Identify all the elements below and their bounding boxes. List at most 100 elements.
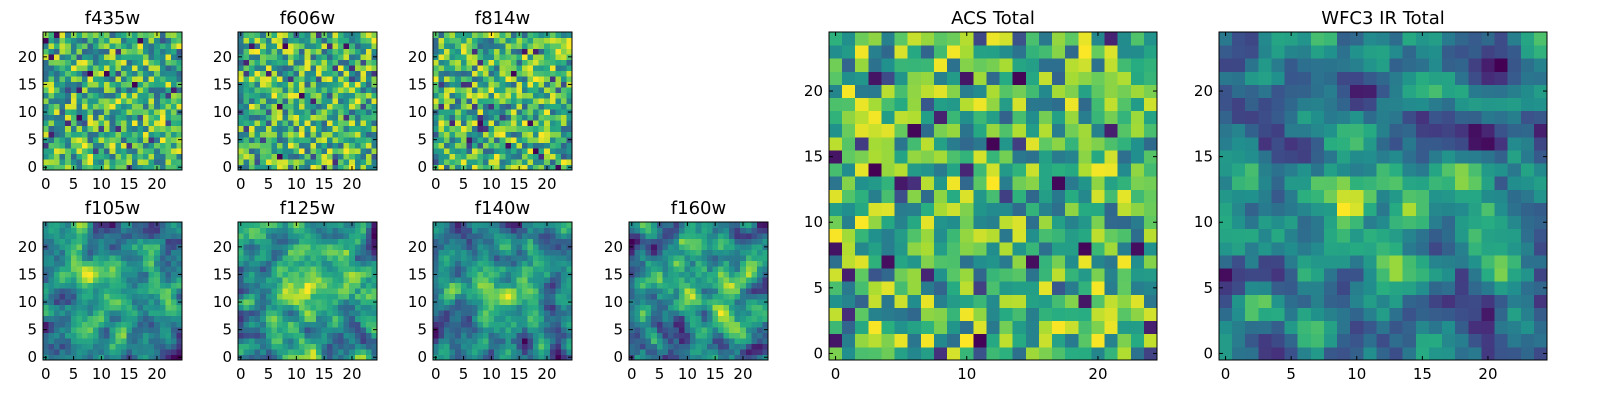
heatmap-cell — [349, 244, 356, 250]
heatmap-cell — [466, 120, 473, 127]
heatmap-cell — [315, 288, 322, 295]
heatmap-cell — [299, 120, 306, 127]
heatmap-cell — [745, 255, 752, 262]
heatmap-cell — [477, 288, 484, 295]
heatmap-cell — [488, 227, 495, 234]
heatmap-cell — [533, 249, 540, 256]
heatmap-cell — [176, 227, 183, 234]
heatmap-cell — [679, 233, 685, 239]
heatmap-cell — [444, 43, 451, 49]
heatmap-cell — [48, 233, 55, 239]
y-tick-label: 20 — [408, 48, 427, 66]
heatmap-cell — [365, 255, 372, 262]
heatmap-cell — [566, 249, 573, 256]
heatmap-cell — [109, 266, 116, 273]
heatmap-cell — [260, 293, 267, 300]
heatmap-cell — [120, 233, 127, 239]
heatmap-cell — [1052, 333, 1066, 348]
heatmap-cell — [549, 238, 556, 245]
heatmap-cell — [1130, 307, 1145, 322]
heatmap-cell — [762, 293, 769, 300]
heatmap-cell — [483, 65, 489, 72]
heatmap-cell — [299, 103, 306, 110]
heatmap-cell — [81, 288, 88, 295]
heatmap-cell — [326, 59, 333, 66]
heatmap-cell — [662, 310, 669, 317]
heatmap-cell — [120, 222, 127, 228]
heatmap-cell — [120, 326, 127, 333]
heatmap-cell — [126, 136, 133, 143]
heatmap-cell — [282, 310, 289, 317]
heatmap-cell — [521, 70, 528, 77]
heatmap-cell — [282, 131, 289, 138]
heatmap-cell — [282, 266, 289, 273]
heatmap-cell — [299, 59, 306, 66]
heatmap-cell — [868, 333, 882, 348]
heatmap-cell — [131, 310, 138, 317]
x-tick-label: 10 — [678, 365, 697, 383]
heatmap-cell — [907, 268, 922, 282]
heatmap-cell — [499, 238, 506, 245]
heatmap-cell — [920, 202, 935, 217]
heatmap-cell — [706, 293, 713, 300]
heatmap-cell — [455, 153, 462, 160]
heatmap-cell — [651, 304, 658, 311]
heatmap-cell — [254, 43, 261, 49]
heatmap-cell — [449, 326, 456, 333]
heatmap-cell — [745, 277, 752, 284]
heatmap-cell — [560, 293, 567, 300]
heatmap-cell — [120, 131, 127, 138]
heatmap-cell — [120, 114, 127, 121]
heatmap-cell — [93, 255, 99, 262]
heatmap-cell — [516, 43, 523, 49]
heatmap-cell — [165, 153, 172, 160]
heatmap-cell — [54, 266, 61, 273]
heatmap-cell — [690, 266, 697, 273]
heatmap-cell — [488, 158, 495, 165]
heatmap-cell — [855, 215, 869, 230]
heatmap-cell — [299, 277, 306, 284]
heatmap-cell — [54, 354, 61, 361]
heatmap-cell — [143, 277, 150, 284]
heatmap-cell — [360, 310, 367, 317]
heatmap-cell — [566, 43, 573, 49]
heatmap-cell — [505, 81, 512, 88]
heatmap-cell — [159, 153, 166, 160]
heatmap-cell — [371, 277, 378, 284]
heatmap-cell — [338, 153, 345, 160]
heatmap-cell — [243, 142, 250, 149]
heatmap-cell — [640, 238, 647, 245]
heatmap-cell — [170, 92, 177, 99]
heatmap-cell — [54, 70, 61, 77]
heatmap-cell — [477, 244, 484, 250]
heatmap-cell — [165, 266, 172, 273]
heatmap-cell — [338, 233, 345, 239]
heatmap-cell — [629, 288, 635, 295]
heatmap-cell — [1104, 307, 1119, 322]
heatmap-cell — [460, 260, 467, 267]
heatmap-cell — [751, 238, 758, 245]
heatmap-cell — [690, 288, 697, 295]
heatmap-cell — [154, 43, 161, 49]
heatmap-cell — [1038, 255, 1053, 269]
heatmap-cell — [143, 266, 150, 273]
heatmap-cell — [115, 158, 122, 165]
heatmap-cell — [176, 87, 183, 94]
heatmap-cell — [349, 332, 356, 339]
heatmap-cell — [684, 244, 691, 250]
heatmap-cell — [104, 227, 111, 234]
heatmap-cell — [371, 142, 378, 149]
heatmap-cell — [254, 125, 261, 132]
heatmap-cell — [93, 37, 99, 44]
heatmap-cell — [254, 70, 261, 77]
heatmap-cell — [365, 70, 372, 77]
heatmap-cell — [315, 260, 322, 267]
heatmap-cell — [494, 153, 501, 160]
heatmap-cell — [365, 299, 372, 306]
heatmap-cell — [695, 266, 702, 273]
heatmap-cell — [165, 43, 172, 49]
heatmap-cell — [483, 299, 489, 306]
heatmap-cell — [706, 288, 713, 295]
heatmap-cell — [65, 271, 72, 278]
heatmap-cell — [315, 147, 322, 154]
